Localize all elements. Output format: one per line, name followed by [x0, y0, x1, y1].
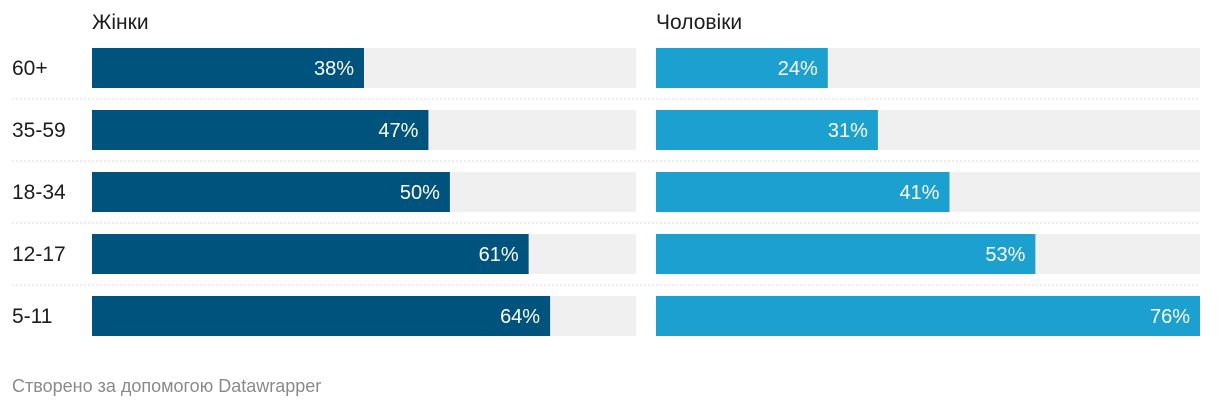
- data-label: 38%: [314, 58, 354, 80]
- bar: [92, 296, 551, 336]
- bar: [656, 110, 878, 150]
- category-label: 5-11: [12, 305, 52, 328]
- data-label: 41%: [899, 182, 939, 204]
- bar: [92, 172, 450, 212]
- bar: [92, 110, 429, 150]
- category-label: 12-17: [12, 243, 66, 266]
- bar: [92, 48, 364, 88]
- data-label: 53%: [985, 244, 1025, 266]
- bar: [656, 296, 1200, 336]
- panel-title-men: Чоловіки: [656, 11, 743, 34]
- data-label: 31%: [828, 120, 868, 142]
- bar: [656, 234, 1036, 274]
- bar: [656, 172, 950, 212]
- data-label: 64%: [500, 306, 540, 328]
- data-label: 24%: [778, 58, 818, 80]
- data-label: 50%: [400, 182, 440, 204]
- bar: [92, 234, 529, 274]
- category-label: 18-34: [12, 181, 66, 204]
- panel-title-women: Жінки: [92, 11, 149, 34]
- category-label: 60+: [12, 57, 48, 80]
- category-label: 35-59: [12, 119, 66, 142]
- bar: [656, 48, 828, 88]
- data-label: 76%: [1150, 306, 1190, 328]
- data-label: 61%: [479, 244, 519, 266]
- data-label: 47%: [378, 120, 418, 142]
- credit-footer: Створено за допомогою Datawrapper: [12, 376, 322, 396]
